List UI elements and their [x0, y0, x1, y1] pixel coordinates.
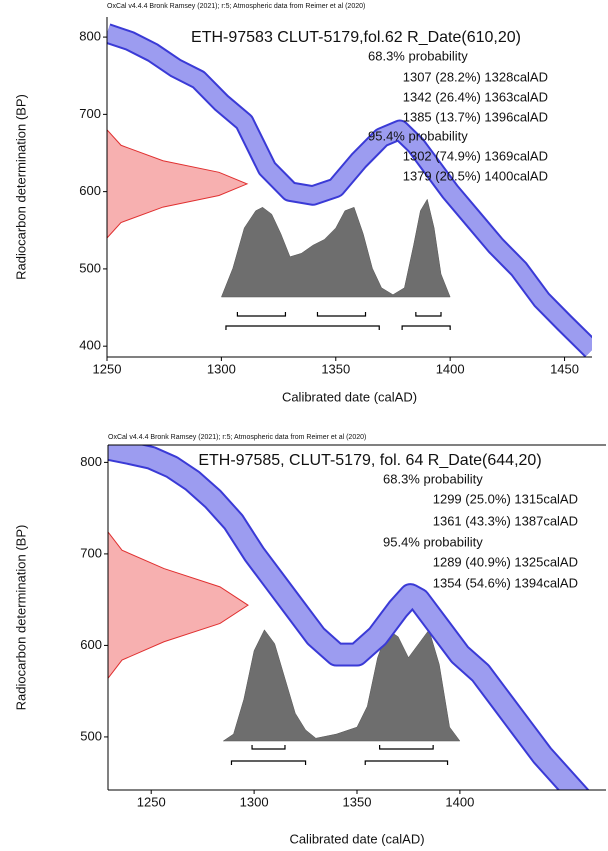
x-tick-label: 1300	[207, 361, 236, 376]
y-tick-label: 500	[79, 260, 101, 275]
y-tick-label: 600	[80, 637, 102, 652]
probability-heading: 95.4% probability	[368, 128, 468, 143]
range-label: 1307 (28.2%) 1328calAD	[403, 69, 548, 84]
y-tick-label: 800	[80, 454, 102, 469]
x-tick-label: 1400	[436, 361, 465, 376]
x-tick-label: 1400	[445, 794, 474, 809]
x-axis-label: Calibrated date (calAD)	[282, 389, 417, 404]
range-bracket	[379, 745, 434, 750]
probability-heading: 68.3% probability	[368, 48, 468, 63]
range-label: 1289 (40.9%) 1325calAD	[433, 554, 578, 569]
chart-title: ETH-97585, CLUT-5179, fol. 64 R_Date(644…	[198, 452, 541, 469]
x-tick-label: 1450	[550, 361, 579, 376]
range-label: 1379 (20.5%) 1400calAD	[403, 168, 548, 183]
range-label: 1354 (54.6%) 1394calAD	[433, 575, 578, 590]
posterior-distribution	[222, 629, 461, 742]
y-axis-label: Radiocarbon determination (BP)	[13, 94, 28, 280]
x-tick-label: 1350	[343, 794, 372, 809]
header: OxCal v4.4.4 Bronk Ramsey (2021); r:5; A…	[107, 3, 365, 10]
x-tick-label: 1250	[137, 794, 166, 809]
measurement-distribution	[106, 128, 249, 240]
y-tick-label: 700	[80, 545, 102, 560]
range-label: 1302 (74.9%) 1369calAD	[403, 148, 548, 163]
posterior-distribution	[221, 198, 451, 298]
calibration-curve-band	[107, 25, 592, 356]
y-tick-label: 500	[80, 728, 102, 743]
probability-heading: 95.4% probability	[383, 534, 483, 549]
y-tick-label: 800	[79, 29, 101, 44]
calibration-curve-band	[108, 445, 587, 790]
range-bracket	[316, 312, 367, 317]
y-axis-label: Radiocarbon determination (BP)	[13, 525, 28, 711]
chart-title: ETH-97583 CLUT-5179,fol.62 R_Date(610,20…	[191, 29, 521, 46]
x-tick-label: 1250	[93, 361, 122, 376]
range-bracket	[225, 325, 380, 330]
range-bracket	[251, 745, 286, 750]
x-tick-label: 1300	[240, 794, 269, 809]
range-label: 1385 (13.7%) 1396calAD	[403, 109, 548, 124]
y-tick-label: 700	[79, 106, 101, 121]
range-bracket	[236, 312, 287, 317]
y-tick-label: 600	[79, 183, 101, 198]
x-tick-label: 1350	[321, 361, 350, 376]
range-bracket	[230, 760, 307, 765]
y-tick-label: 400	[79, 338, 101, 353]
range-label: 1361 (43.3%) 1387calAD	[433, 513, 578, 528]
range-bracket	[415, 312, 442, 317]
measurement-distribution	[107, 530, 249, 680]
probability-heading: 68.3% probability	[383, 471, 483, 486]
range-bracket	[401, 325, 451, 330]
range-bracket	[364, 760, 449, 765]
x-axis-label: Calibrated date (calAD)	[289, 831, 424, 846]
header: OxCal v4.4.4 Bronk Ramsey (2021); r:5; A…	[108, 434, 366, 441]
range-label: 1299 (25.0%) 1315calAD	[433, 491, 578, 506]
range-label: 1342 (26.4%) 1363calAD	[403, 89, 548, 104]
